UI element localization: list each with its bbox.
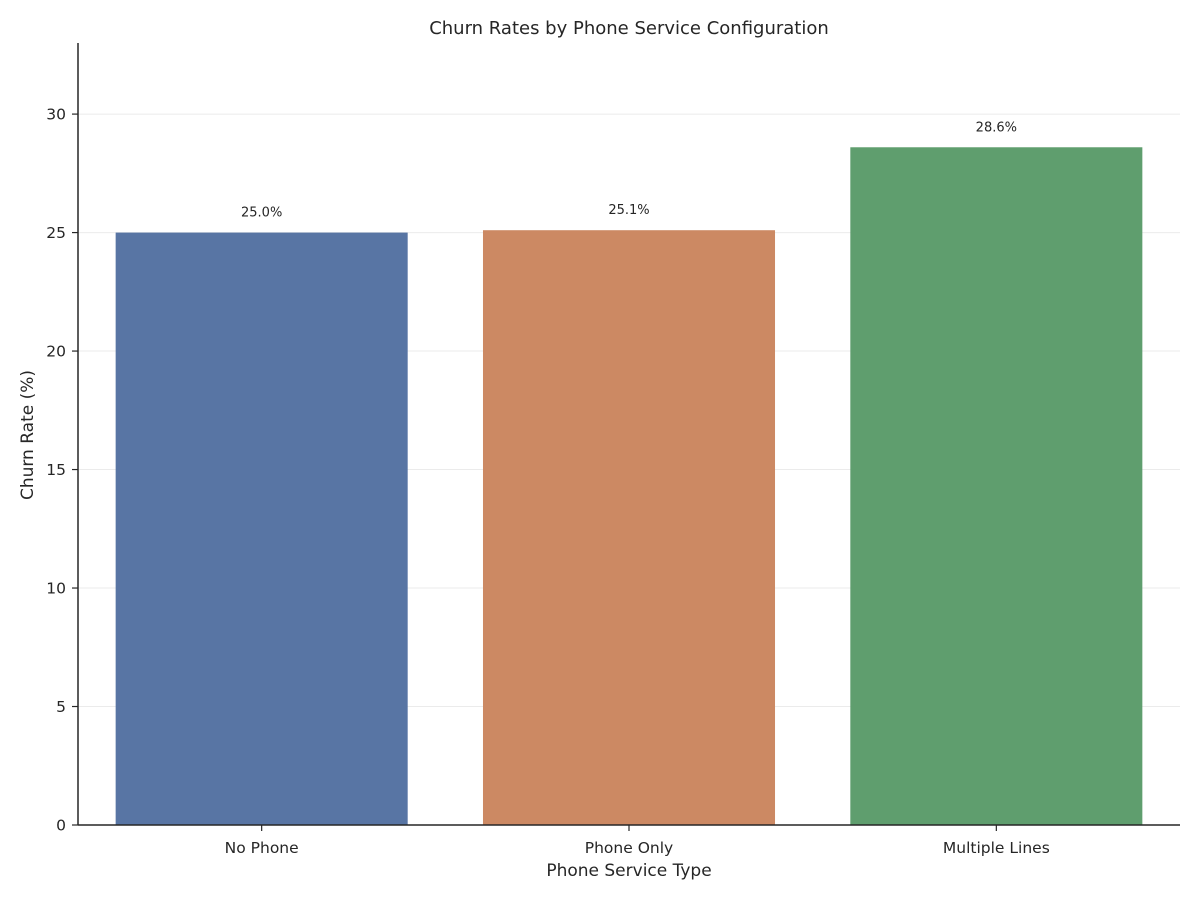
bar-multiple-lines [850, 147, 1143, 825]
y-tick-label: 25 [46, 224, 66, 242]
y-tick-label: 30 [46, 106, 66, 124]
bar-value-label: 25.1% [608, 203, 649, 218]
y-tick-label: 0 [56, 817, 66, 835]
bar-value-label: 28.6% [976, 120, 1017, 135]
y-tick-label: 10 [46, 580, 66, 598]
y-tick-label: 20 [46, 343, 66, 361]
bar-no-phone [115, 232, 408, 826]
x-tick-label: Multiple Lines [943, 839, 1050, 857]
x-axis-label: Phone Service Type [546, 861, 711, 881]
chart-title: Churn Rates by Phone Service Configurati… [429, 18, 829, 39]
bar-phone-only [482, 230, 776, 825]
x-tick-label: No Phone [225, 839, 299, 857]
y-tick-label: 15 [46, 461, 66, 479]
bars [115, 147, 1143, 826]
y-ticks: 0 5 10 15 20 25 30 [46, 106, 78, 835]
x-ticks: No Phone Phone Only Multiple Lines [225, 825, 1050, 857]
y-axis-label: Churn Rate (%) [18, 370, 38, 500]
y-tick-label: 5 [56, 698, 66, 716]
data-labels: 25.0% 25.1% 28.6% [241, 120, 1017, 220]
bar-value-label: 25.0% [241, 206, 282, 221]
x-tick-label: Phone Only [585, 839, 673, 857]
